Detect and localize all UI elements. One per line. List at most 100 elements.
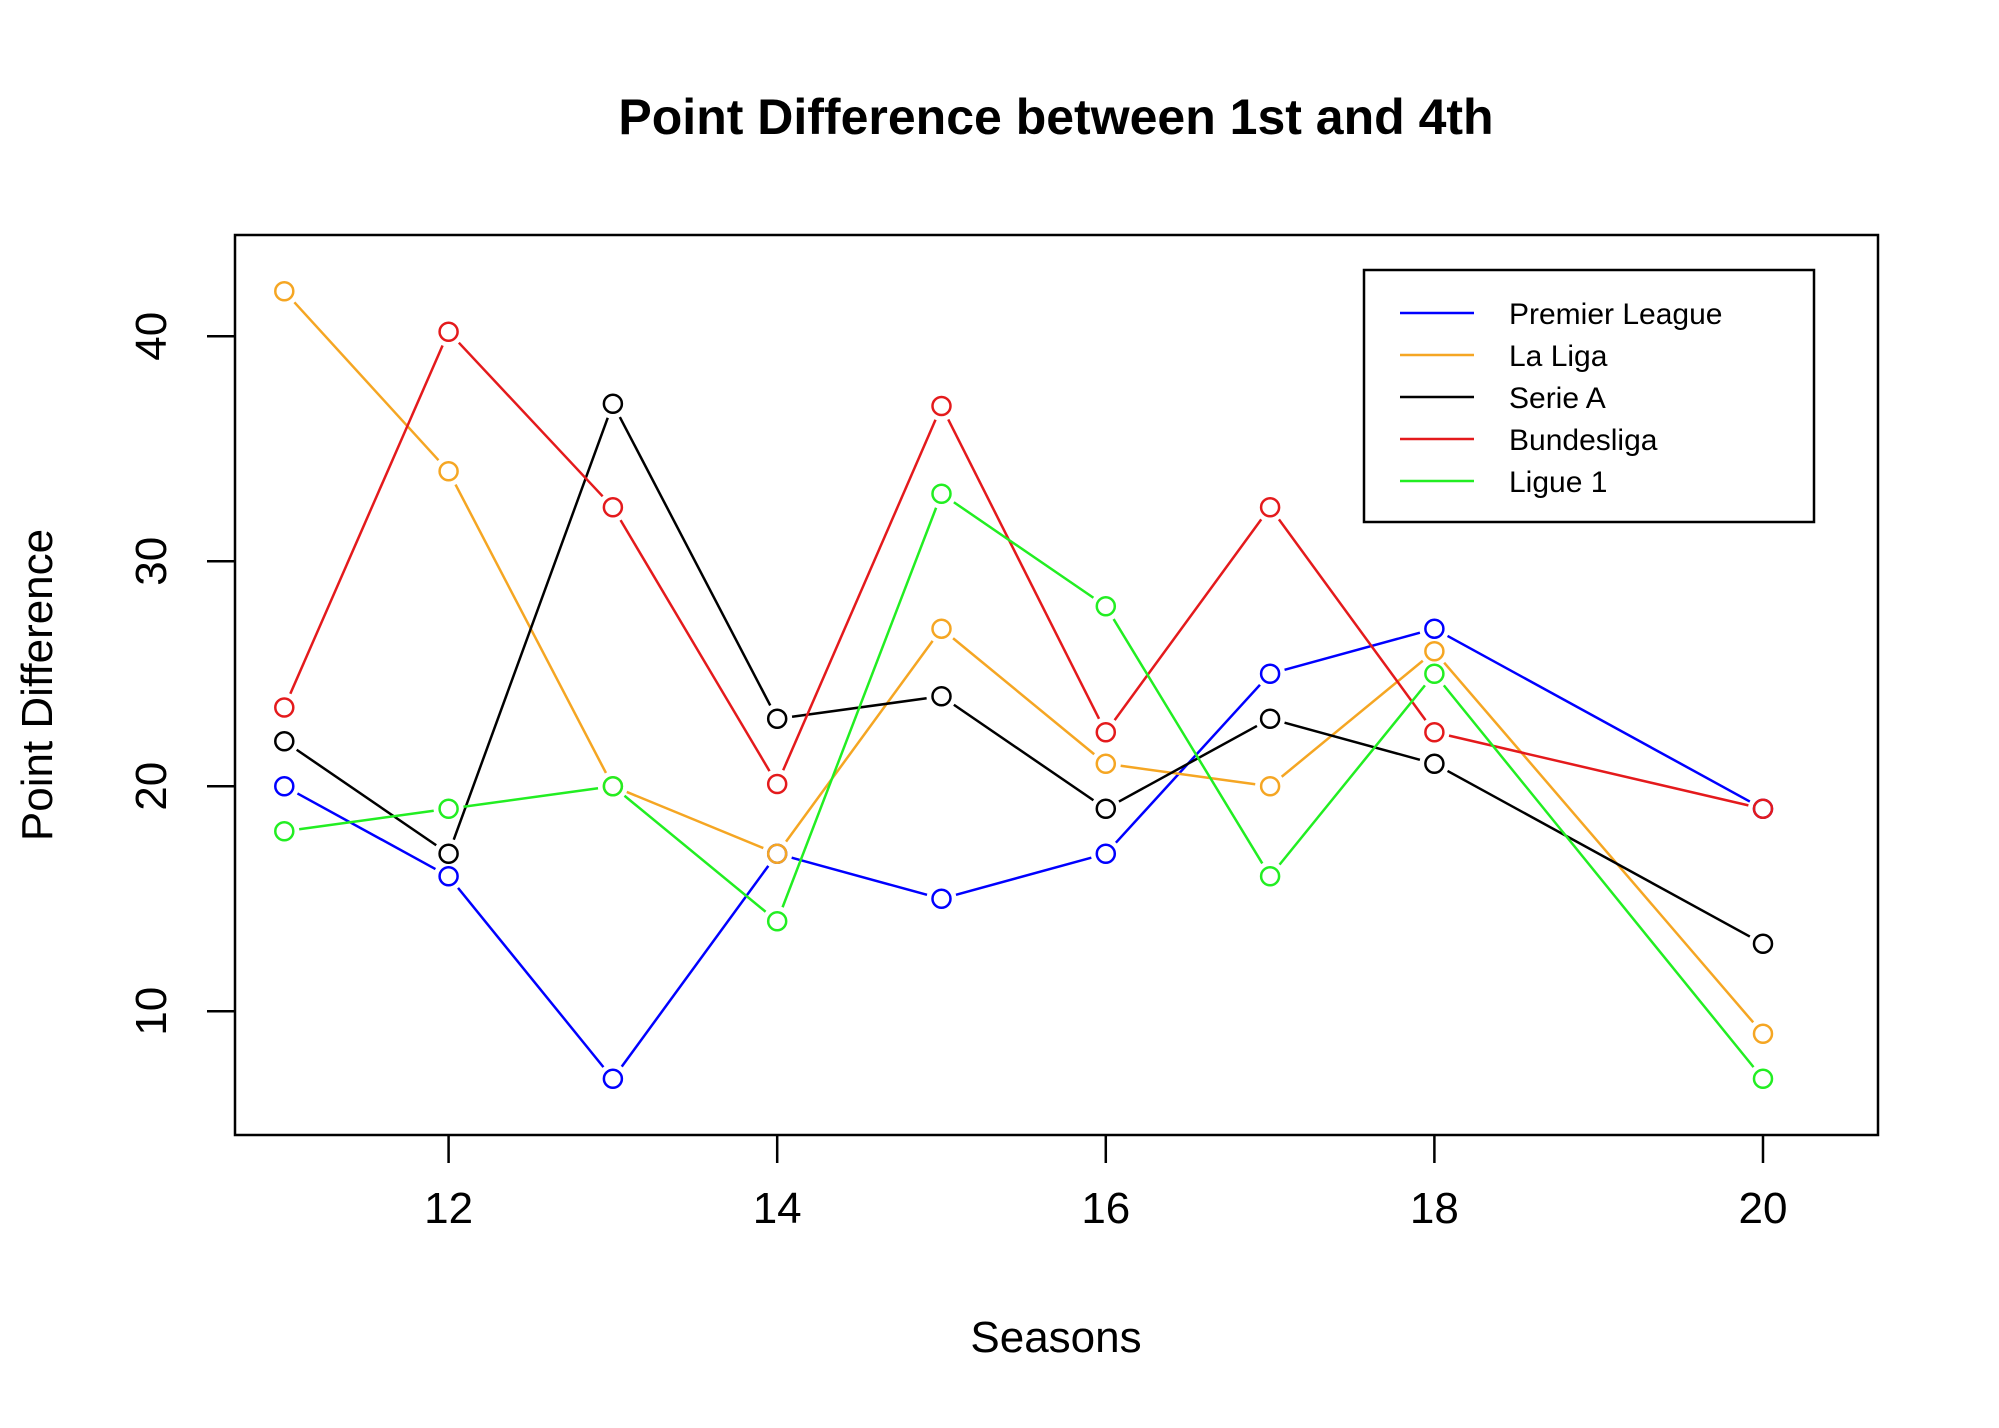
series-line-segment [953,703,1095,802]
series-line-segment [782,419,937,771]
data-point [1424,618,1445,639]
data-point [931,483,952,504]
series-line-segment [457,341,604,498]
series-line-segment [457,887,605,1068]
x-axis: 12 14 16 18 20 [424,1135,1787,1233]
series-line-segment [289,344,444,695]
data-point [1424,641,1445,662]
series-line-segment [1446,769,1751,938]
data-point [438,461,459,482]
series-serie-a [274,393,1774,954]
data-point [438,798,459,819]
x-tick-label: 14 [753,1184,802,1233]
y-axis-label: Point Difference [13,529,62,841]
series-line-segment [1113,518,1263,721]
y-tick-label: 20 [127,762,176,811]
data-point [602,497,624,518]
data-point [1259,708,1281,729]
y-tick-label: 40 [127,312,176,361]
legend-label: Ligue 1 [1509,466,1607,499]
series-layer [274,281,1774,1089]
data-point [1424,722,1445,743]
data-point [766,911,788,932]
y-axis: 10 20 30 40 [127,312,235,1036]
data-point [766,843,788,864]
series-ligue-1 [274,483,1774,1089]
data-point [1259,776,1281,797]
data-point [1752,798,1774,819]
series-line-segment [1443,661,1755,1024]
legend-label: Premier League [1509,298,1722,331]
y-tick-label: 30 [127,537,176,586]
series-line-segment [1118,724,1258,803]
data-point [1259,866,1281,887]
legend: Premier League La Liga Serie A Bundesliga Li… [1362,268,1816,524]
data-point [602,393,624,414]
data-point [1259,663,1281,684]
series-line-segment [781,507,938,908]
series-line-segment [619,519,771,772]
series-line-segment [1284,721,1421,761]
series-line-segment [293,301,440,462]
data-point [931,618,952,639]
data-point [438,843,459,864]
data-point [1424,663,1445,684]
data-point [931,888,952,909]
series-line-segment [1278,684,1426,866]
series-premier-league [274,618,1774,1089]
series-line-segment [947,418,1101,720]
data-point [1259,497,1281,518]
x-tick-label: 16 [1081,1184,1130,1233]
x-tick-label: 20 [1739,1184,1788,1233]
series-bundesliga [274,321,1774,819]
series-line-segment [785,640,934,843]
data-point [1752,1023,1774,1044]
series-line-segment [296,792,437,871]
chart-title: Point Difference between 1st and 4th [618,89,1493,145]
series-line-segment [620,865,770,1068]
series-line-segment [1284,631,1421,671]
legend-label: Serie A [1509,382,1606,415]
series-la-liga [274,281,1774,1044]
x-tick-label: 12 [424,1184,473,1233]
data-point [438,321,459,342]
data-point [1095,753,1117,774]
series-line-segment [1442,684,1755,1068]
x-tick-label: 18 [1410,1184,1459,1233]
series-line-segment [1120,764,1256,786]
series-line-segment [1277,518,1427,721]
series-line-segment [791,856,928,896]
data-point [931,395,952,417]
series-line-segment [953,501,1095,599]
series-line-segment [1112,618,1264,865]
legend-label: La Liga [1509,340,1608,373]
data-point [274,697,295,718]
series-line-segment [452,417,609,841]
legend-label: Bundesliga [1509,424,1658,457]
series-line-segment [463,787,599,808]
series-line-segment [626,790,764,850]
data-point [766,773,788,795]
data-point [1095,798,1117,819]
data-point [274,731,295,752]
series-line-segment [623,794,767,913]
data-point [602,776,624,797]
data-point [1752,933,1774,954]
y-tick-label: 10 [127,987,176,1036]
series-line-segment [618,416,772,707]
series-line-segment [955,856,1092,896]
x-axis-label: Seasons [970,1313,1141,1362]
data-point [1095,722,1117,743]
data-point [274,776,295,797]
data-point [1095,596,1117,617]
series-line-segment [952,637,1095,756]
data-point [438,866,459,887]
data-point [1424,753,1445,774]
series-line-segment [298,809,434,831]
plot-frame [233,233,1880,1137]
data-point [1752,1068,1774,1089]
series-line-segment [1280,659,1424,778]
data-point [931,686,952,707]
